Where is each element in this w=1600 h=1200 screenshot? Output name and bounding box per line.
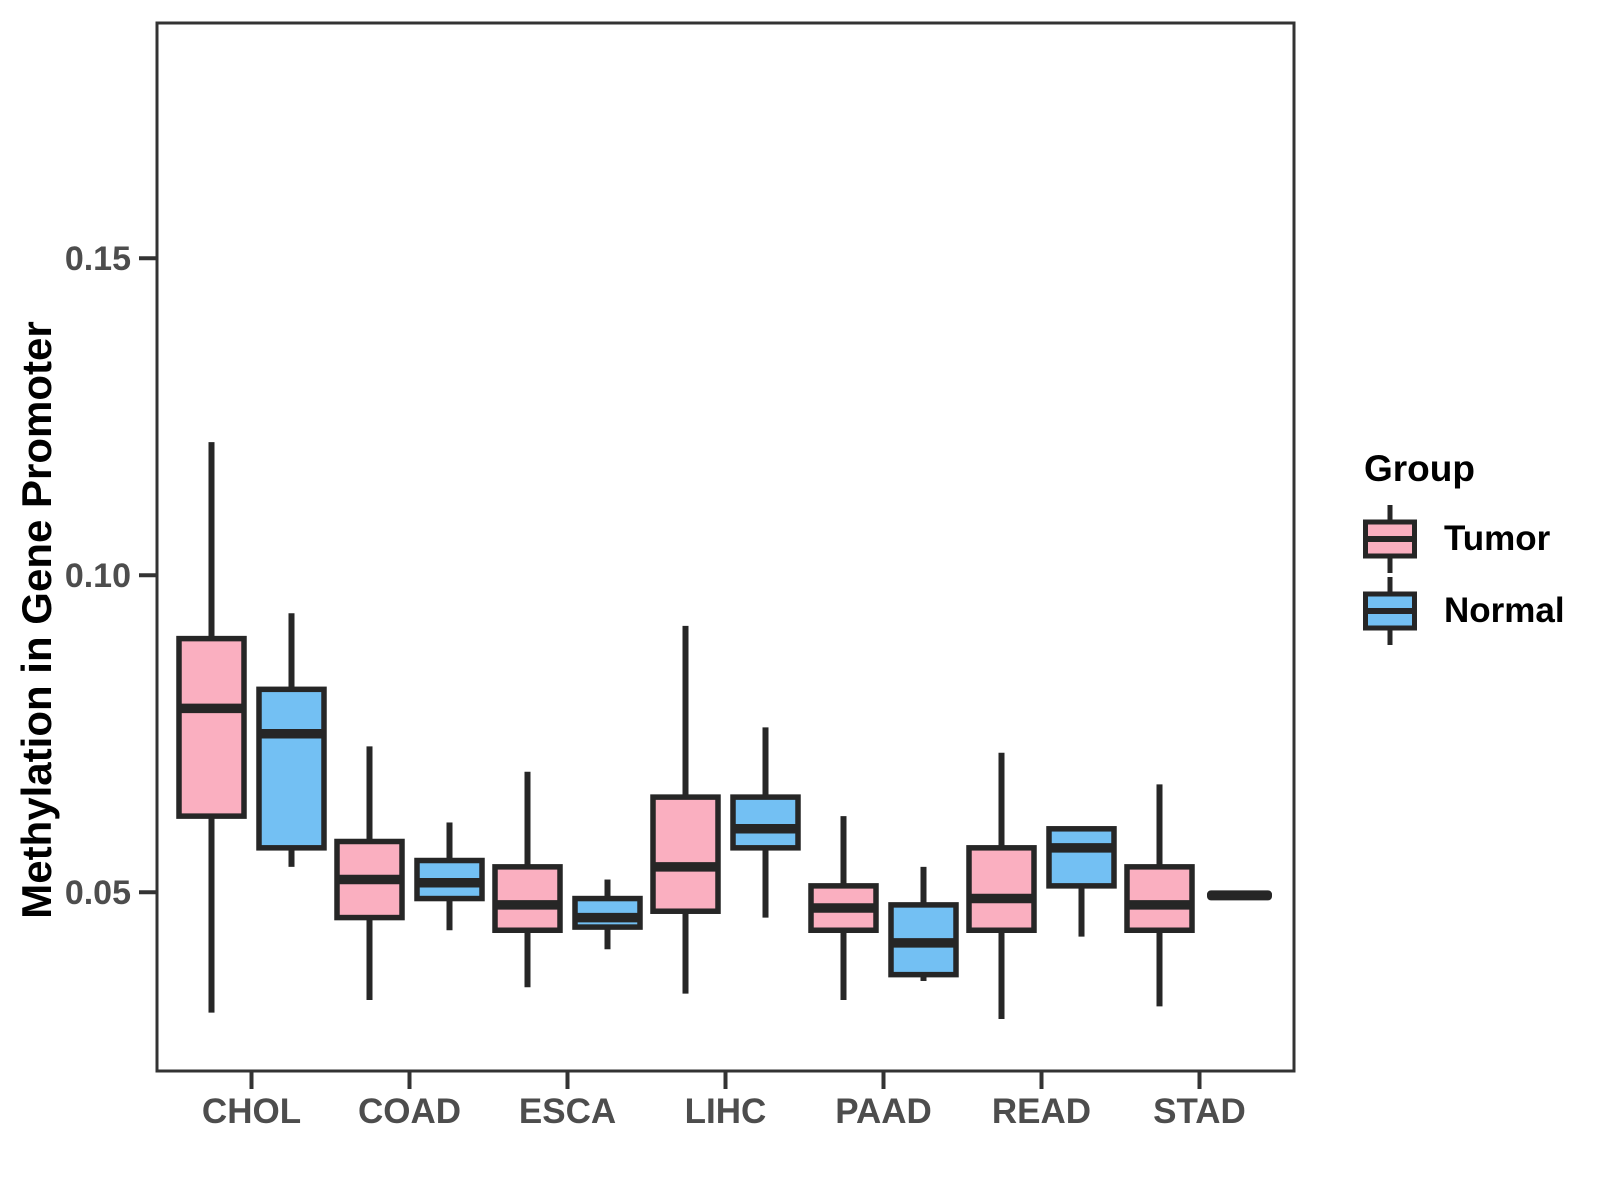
boxplot-key-icon (1363, 505, 1417, 573)
median-bar (1207, 890, 1272, 901)
box-read-normal (1046, 826, 1117, 937)
iqr-box (572, 895, 643, 930)
box-coad-normal (414, 822, 485, 931)
y-tick-label: 0.10 (65, 557, 131, 595)
x-axis-label-chol: CHOL (202, 1092, 301, 1131)
box-lihc-tumor (650, 625, 721, 994)
legend-label-normal: Normal (1444, 591, 1565, 630)
box-chol-tumor (176, 442, 247, 1013)
legend-label-tumor: Tumor (1444, 519, 1551, 558)
box-paad-tumor (808, 816, 879, 1000)
x-axis-label-stad: STAD (1153, 1092, 1246, 1131)
box-stad-normal (1207, 890, 1272, 901)
iqr-box (730, 794, 801, 851)
y-axis-title: Methylation in Gene Promoter (13, 321, 60, 919)
iqr-box (256, 686, 327, 851)
box-stad-tumor (1124, 784, 1195, 1007)
box-chol-normal (256, 613, 327, 867)
iqr-box (966, 845, 1037, 934)
y-tick-label: 0.05 (65, 874, 131, 912)
legend-title: Group (1364, 448, 1475, 489)
iqr-box (492, 864, 563, 934)
panel-border (155, 21, 1296, 1073)
x-axis-label-read: READ (992, 1092, 1091, 1131)
legend: Group Tumor Normal (1362, 448, 1565, 648)
legend-entry-tumor: Tumor (1362, 504, 1565, 574)
box-lihc-normal (730, 727, 801, 918)
iqr-box (650, 794, 721, 914)
boxplot-key-icon (1363, 577, 1417, 645)
x-axis-label-esca: ESCA (519, 1092, 616, 1131)
legend-entry-normal: Normal (1362, 576, 1565, 646)
iqr-box (176, 635, 247, 819)
box-coad-tumor (334, 746, 405, 1000)
box-esca-tumor (492, 771, 563, 988)
x-axis-label-paad: PAAD (835, 1092, 932, 1131)
iqr-box (1124, 864, 1195, 934)
iqr-box (1046, 826, 1117, 889)
box-paad-normal (888, 866, 959, 981)
box-esca-normal (572, 879, 643, 950)
box-read-tumor (966, 752, 1037, 1020)
y-tick-label: 0.15 (65, 240, 131, 278)
x-axis-label-coad: COAD (358, 1092, 461, 1131)
x-axis-label-lihc: LIHC (685, 1092, 767, 1131)
